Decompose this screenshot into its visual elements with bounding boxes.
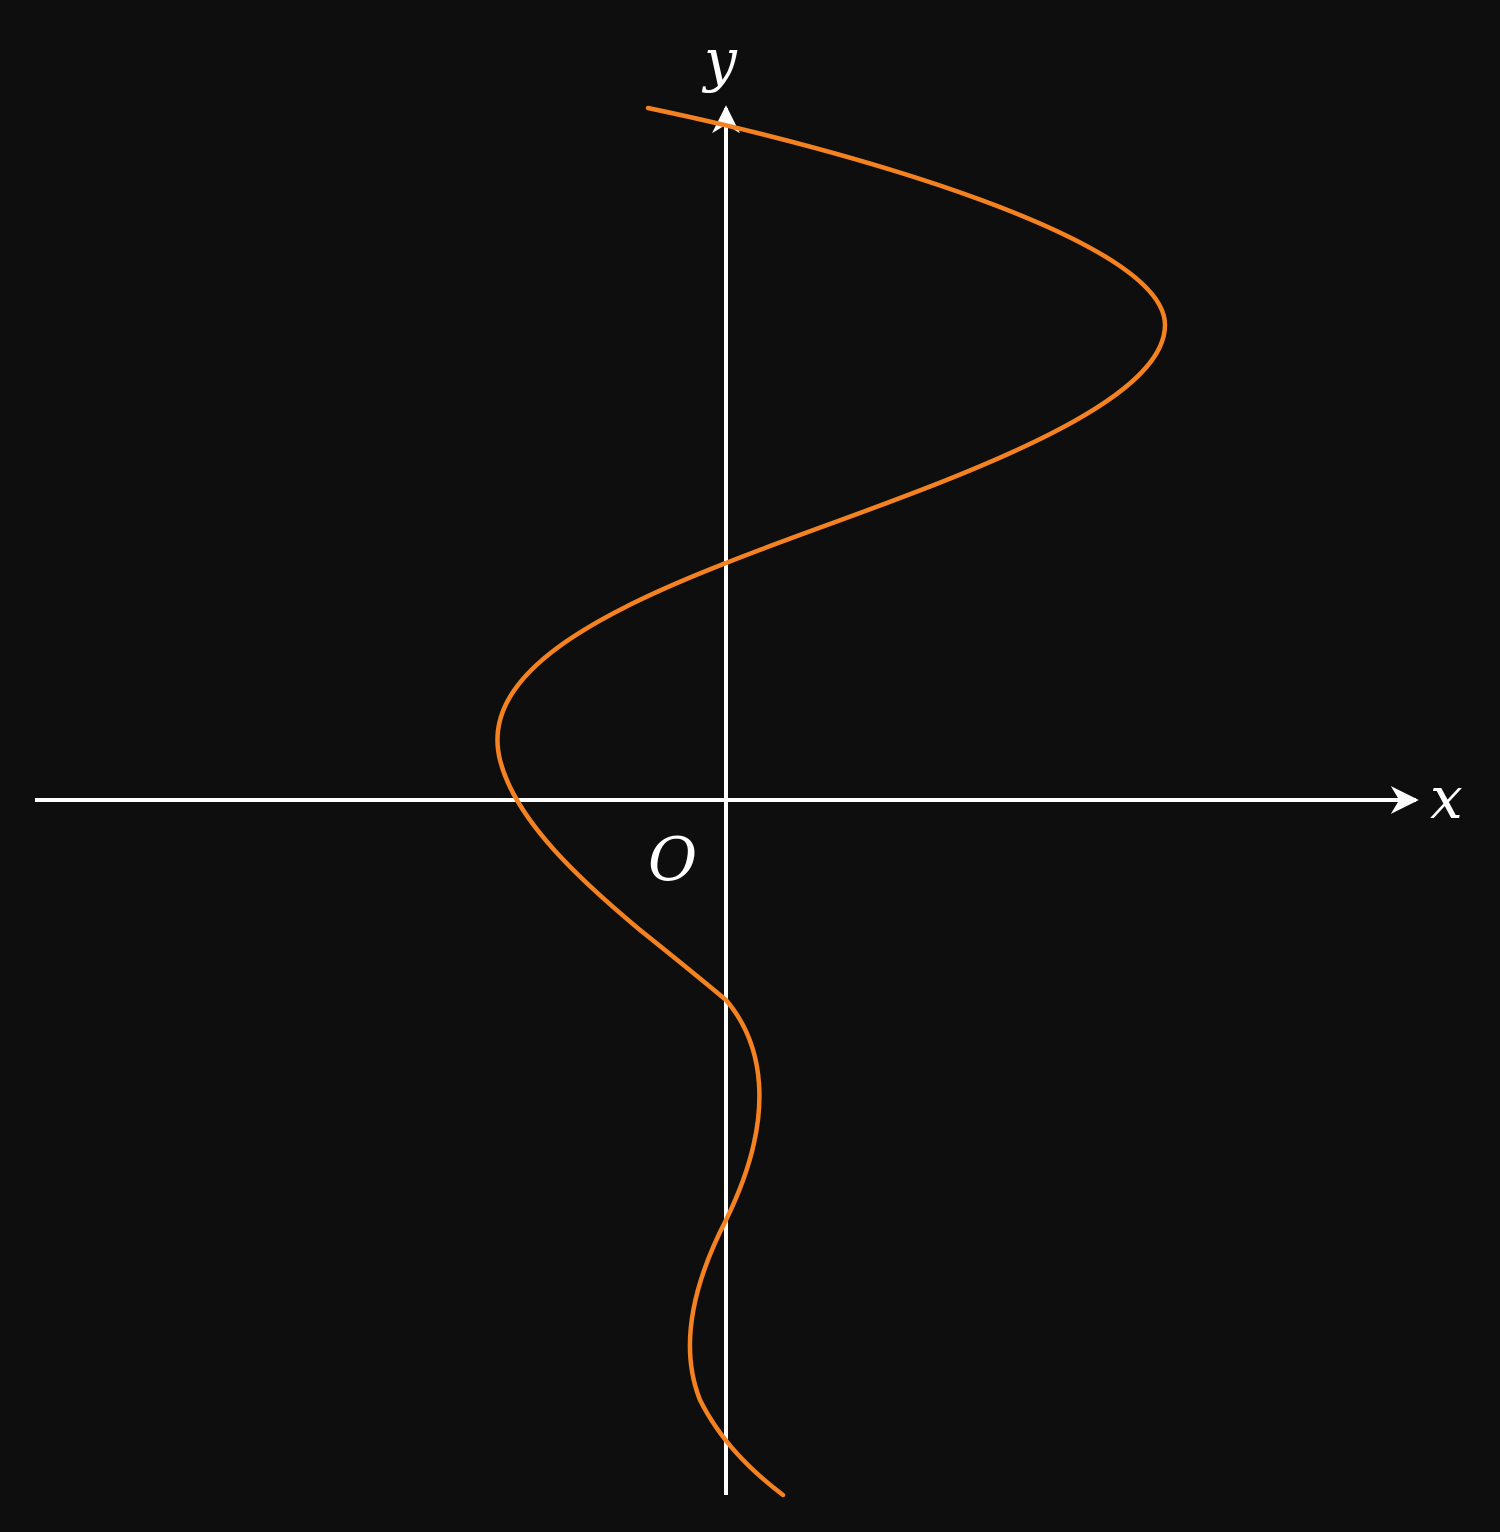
x-axis-label: x: [1430, 764, 1463, 832]
y-axis-label: y: [701, 26, 738, 94]
origin-label: O: [648, 825, 697, 895]
curve: [495, 105, 1168, 1498]
